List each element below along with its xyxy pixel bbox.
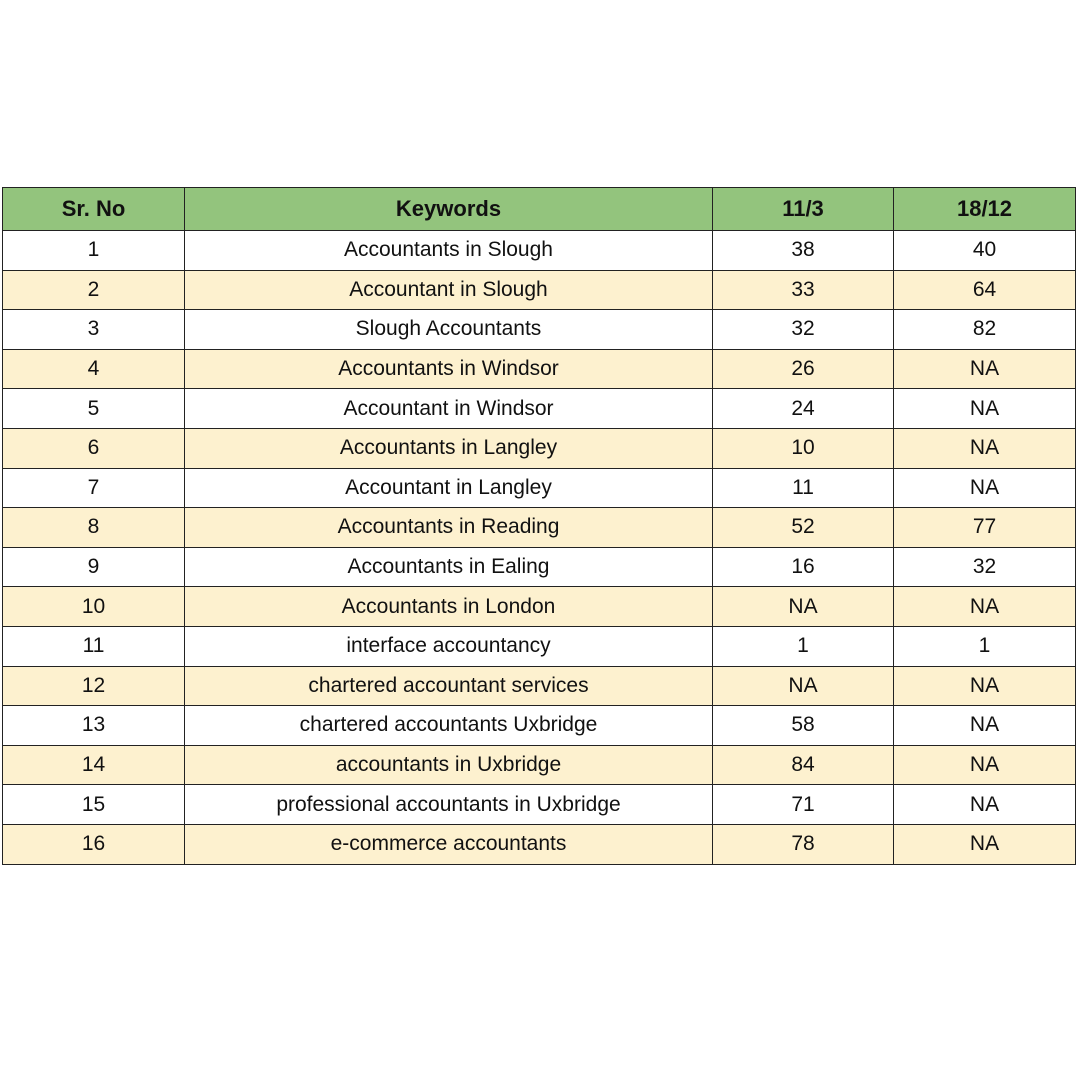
header-cell: Sr. No xyxy=(2,187,185,231)
table-cell: NA xyxy=(893,467,1076,509)
table-cell: 10 xyxy=(2,586,185,627)
table-row: 4 Accountants in Windsor 26 NA xyxy=(2,348,1076,390)
table-row: 3 Slough Accountants 32 82 xyxy=(2,309,1076,350)
table-cell: 9 xyxy=(2,546,185,588)
table-row: 13 chartered accountants Uxbridge 58 NA xyxy=(2,705,1076,746)
table-cell: 6 xyxy=(2,427,185,469)
table-cell: NA xyxy=(893,823,1076,865)
table-cell: 1 xyxy=(2,230,185,271)
table-row: 10 Accountants in London NA NA xyxy=(2,586,1076,627)
table-cell: Accountants in Slough xyxy=(184,230,713,271)
table-cell: 58 xyxy=(712,705,894,746)
keyword-table: Sr. No Keywords 11/3 18/12 1 Accountants in … xyxy=(2,187,1076,865)
table-cell: NA xyxy=(893,586,1076,627)
table-cell: 10 xyxy=(712,427,894,469)
table-cell: 4 xyxy=(2,348,185,390)
table-wrapper: Sr. No Keywords 11/3 18/12 1 Accountants in … xyxy=(2,187,1076,865)
table-cell: Accountant in Windsor xyxy=(184,388,713,429)
table-cell: 2 xyxy=(2,269,185,311)
table-cell: 13 xyxy=(2,705,185,746)
table-cell: 5 xyxy=(2,388,185,429)
header-cell: 18/12 xyxy=(893,187,1076,231)
table-cell: 24 xyxy=(712,388,894,429)
table-cell: 32 xyxy=(712,309,894,350)
table-cell: 11 xyxy=(712,467,894,509)
table-cell: NA xyxy=(893,427,1076,469)
table-row: 16 e-commerce accountants 78 NA xyxy=(2,823,1076,865)
table-cell: NA xyxy=(712,586,894,627)
table-cell: 11 xyxy=(2,625,185,667)
table-cell: Accountant in Langley xyxy=(184,467,713,509)
table-row: 12 chartered accountant services NA NA xyxy=(2,665,1076,707)
table-row: 6 Accountants in Langley 10 NA xyxy=(2,427,1076,469)
table-cell: 40 xyxy=(893,230,1076,271)
header-row: Sr. No Keywords 11/3 18/12 xyxy=(2,187,1076,231)
table-cell: accountants in Uxbridge xyxy=(184,744,713,786)
header-cell: Keywords xyxy=(184,187,713,231)
table-cell: 3 xyxy=(2,309,185,350)
table-cell: chartered accountants Uxbridge xyxy=(184,705,713,746)
table-cell: Accountant in Slough xyxy=(184,269,713,311)
table-cell: 12 xyxy=(2,665,185,707)
table-cell: interface accountancy xyxy=(184,625,713,667)
table-cell: 84 xyxy=(712,744,894,786)
table-cell: 71 xyxy=(712,784,894,825)
table-cell: 1 xyxy=(712,625,894,667)
table-cell: 8 xyxy=(2,507,185,548)
table-cell: Accountants in London xyxy=(184,586,713,627)
table-cell: 77 xyxy=(893,507,1076,548)
table-row: 15 professional accountants in Uxbridge 71… xyxy=(2,784,1076,825)
table-cell: 64 xyxy=(893,269,1076,311)
table-row: 9 Accountants in Ealing 16 32 xyxy=(2,546,1076,588)
table-cell: 26 xyxy=(712,348,894,390)
table-cell: 38 xyxy=(712,230,894,271)
table-cell: 32 xyxy=(893,546,1076,588)
table-cell: NA xyxy=(893,744,1076,786)
table-row: 14 accountants in Uxbridge 84 NA xyxy=(2,744,1076,786)
table-cell: 15 xyxy=(2,784,185,825)
table-cell: professional accountants in Uxbridge xyxy=(184,784,713,825)
table-cell: 7 xyxy=(2,467,185,509)
table-cell: e-commerce accountants xyxy=(184,823,713,865)
header-cell: 11/3 xyxy=(712,187,894,231)
table-cell: NA xyxy=(893,784,1076,825)
table-body: 1 Accountants in Slough 38 40 2 Accountant in… xyxy=(2,230,1076,865)
table-cell: Accountants in Ealing xyxy=(184,546,713,588)
table-cell: NA xyxy=(893,665,1076,707)
table-row: 8 Accountants in Reading 52 77 xyxy=(2,507,1076,548)
table-cell: 14 xyxy=(2,744,185,786)
table-cell: Accountants in Reading xyxy=(184,507,713,548)
table-row: 1 Accountants in Slough 38 40 xyxy=(2,230,1076,271)
table-row: 5 Accountant in Windsor 24 NA xyxy=(2,388,1076,429)
table-row: 2 Accountant in Slough 33 64 xyxy=(2,269,1076,311)
table-cell: 1 xyxy=(893,625,1076,667)
table-cell: NA xyxy=(893,705,1076,746)
table-cell: NA xyxy=(893,388,1076,429)
table-cell: 33 xyxy=(712,269,894,311)
table-cell: 82 xyxy=(893,309,1076,350)
table-cell: NA xyxy=(712,665,894,707)
table-cell: chartered accountant services xyxy=(184,665,713,707)
table-cell: Accountants in Langley xyxy=(184,427,713,469)
table-row: 7 Accountant in Langley 11 NA xyxy=(2,467,1076,509)
table-cell: 52 xyxy=(712,507,894,548)
table-cell: Slough Accountants xyxy=(184,309,713,350)
table-cell: NA xyxy=(893,348,1076,390)
table-cell: Accountants in Windsor xyxy=(184,348,713,390)
table-cell: 78 xyxy=(712,823,894,865)
table-cell: 16 xyxy=(712,546,894,588)
table-cell: 16 xyxy=(2,823,185,865)
table-row: 11 interface accountancy 1 1 xyxy=(2,625,1076,667)
